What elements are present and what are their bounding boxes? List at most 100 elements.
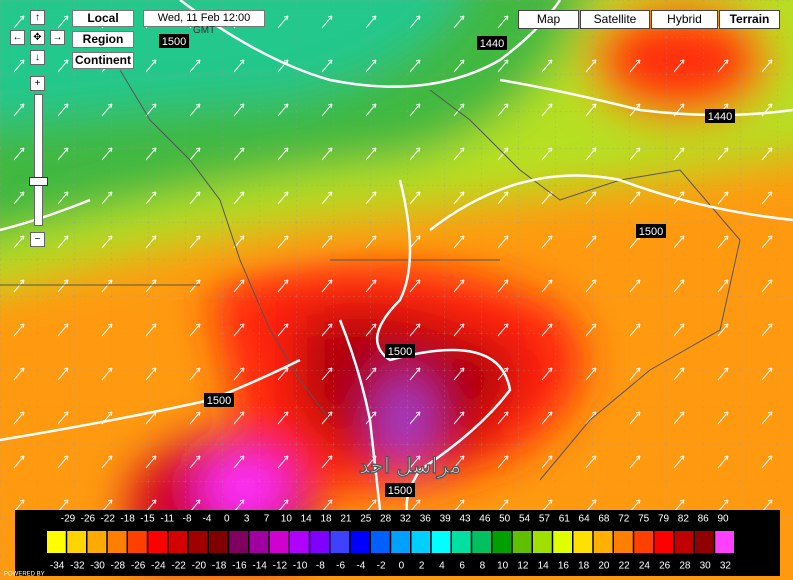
legend-celsius-label: -28 [111, 561, 126, 572]
contour-label-box [477, 36, 507, 50]
contour-label-box [636, 224, 666, 238]
legend-celsius-label: 28 [679, 561, 691, 572]
legend-swatch [614, 531, 633, 553]
legend-swatch [411, 531, 431, 553]
legend-celsius-label: 24 [639, 561, 651, 572]
legend-celsius-label: 4 [439, 561, 445, 572]
legend-celsius-label: -10 [293, 561, 308, 572]
zoom-in[interactable]: + [30, 76, 45, 91]
legend-celsius-label: 20 [598, 561, 610, 572]
legend-fahrenheit-label: 54 [519, 514, 531, 525]
legend-swatch [371, 531, 390, 553]
contour-label-box [705, 109, 735, 123]
legend-celsius-label: 12 [517, 561, 529, 572]
legend-celsius-label: -8 [316, 561, 325, 572]
legend-fahrenheit-label: -18 [120, 514, 135, 525]
map-type-button[interactable]: Map [518, 10, 579, 29]
contour-label: 1500 [639, 226, 663, 238]
legend-swatch [695, 531, 714, 553]
legend-fahrenheit-label: 82 [678, 514, 690, 525]
legend-swatch [573, 531, 593, 553]
legend-celsius-label: 26 [659, 561, 671, 572]
pan-up[interactable]: ↑ [30, 10, 45, 25]
legend-celsius-label: -34 [50, 561, 65, 572]
map-type-button[interactable]: Satellite [580, 10, 650, 29]
continent-button[interactable]: Continent [72, 52, 134, 69]
pan-left[interactable]: ← [10, 30, 25, 45]
legend-celsius-label: -22 [171, 561, 186, 572]
legend-celsius-label: 10 [497, 561, 509, 572]
legend-swatch [330, 531, 350, 553]
legend-swatch [47, 531, 66, 553]
legend-celsius-label: -24 [151, 561, 166, 572]
legend-fahrenheit-label: 43 [459, 514, 471, 525]
legend-fahrenheit-label: 18 [320, 514, 332, 525]
legend-fahrenheit-label: 50 [499, 514, 511, 525]
contour-label: 1500 [207, 395, 231, 407]
legend-swatch [107, 531, 127, 553]
wind-arrows [0, 0, 793, 510]
legend-swatch [168, 531, 188, 553]
legend-fahrenheit-label: 0 [224, 514, 230, 525]
map-type-button[interactable]: Hybrid [651, 10, 718, 29]
legend-swatch [452, 531, 471, 553]
pan-down[interactable]: ↓ [30, 50, 45, 65]
legend-fahrenheit-label: 79 [658, 514, 670, 525]
legend-celsius-label: -26 [131, 561, 146, 572]
contour-label: 1440 [708, 111, 732, 123]
legend-fahrenheit-label: 64 [579, 514, 591, 525]
zoom-out[interactable]: − [30, 232, 45, 247]
legend-fahrenheit-label: -11 [160, 514, 174, 525]
legend-fahrenheit-label: 25 [360, 514, 372, 525]
powered-by: POWERED BY [4, 572, 45, 578]
legend-fahrenheit-label: 39 [440, 514, 452, 525]
region-button[interactable]: Region [72, 31, 134, 48]
legend: -34-29-32-26-30-22-28-18-26-15-24-11-22-… [15, 510, 780, 576]
legend-fahrenheit-label: 28 [380, 514, 392, 525]
legend-swatch [67, 531, 86, 553]
zoom-slider[interactable] [34, 94, 43, 226]
contour-labels: 1500 1440 1440 1500 1500 1500 1500 [159, 34, 735, 497]
legend-swatch [472, 531, 491, 553]
legend-swatch [249, 531, 269, 553]
legend-celsius-label: 8 [480, 561, 486, 572]
legend-fahrenheit-label: 68 [598, 514, 610, 525]
legend-fahrenheit-label: 86 [698, 514, 710, 525]
contour-label: 1500 [162, 36, 186, 48]
legend-swatch [674, 531, 694, 553]
legend-swatch [431, 531, 451, 553]
timezone: GMT [193, 25, 216, 36]
zoom-handle[interactable] [29, 177, 48, 186]
legend-celsius-label: 32 [720, 561, 732, 572]
legend-swatch [87, 531, 107, 553]
legend-swatch [634, 531, 653, 553]
legend-swatch [290, 531, 309, 553]
legend-fahrenheit-label: 21 [340, 514, 352, 525]
legend-swatch [350, 531, 370, 553]
legend-fahrenheit-label: 46 [479, 514, 491, 525]
legend-celsius-label: -4 [356, 561, 365, 572]
legend-fahrenheit-label: 75 [638, 514, 650, 525]
legend-fahrenheit-label: 3 [244, 514, 250, 525]
pan-center[interactable]: ✥ [30, 30, 45, 45]
local-button[interactable]: Local [72, 10, 134, 27]
legend-celsius-label: -12 [273, 561, 288, 572]
pan-right[interactable]: → [50, 30, 65, 45]
legend-celsius-label: 6 [459, 561, 465, 572]
legend-fahrenheit-label: -29 [61, 514, 76, 525]
legend-swatch [128, 531, 147, 553]
legend-celsius-label: -30 [90, 561, 105, 572]
contour-label-box [159, 34, 189, 48]
legend-fahrenheit-label: -26 [81, 514, 96, 525]
legend-celsius-label: 22 [619, 561, 631, 572]
legend-swatch [593, 531, 613, 553]
legend-swatch [654, 531, 674, 553]
legend-celsius-label: -6 [336, 561, 345, 572]
legend-celsius-label: 30 [700, 561, 712, 572]
legend-swatch [391, 531, 410, 553]
watermark: مراسل احد [359, 453, 462, 479]
map-type-button[interactable]: Terrain [719, 10, 780, 29]
contour-label-box [385, 483, 415, 497]
legend-celsius-label: 2 [419, 561, 425, 572]
